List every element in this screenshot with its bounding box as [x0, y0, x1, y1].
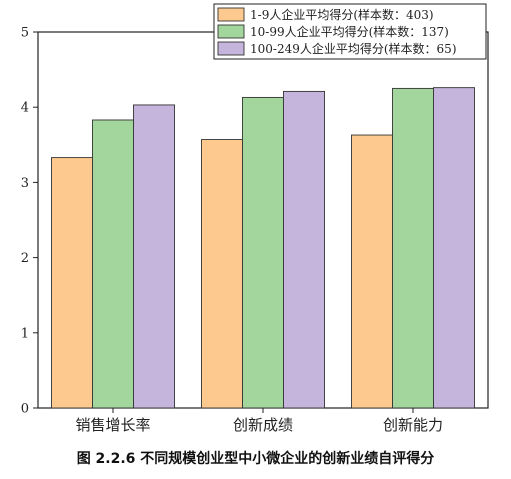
ticks: 0 1 2 3 4 5 销售增长率 创新成绩 创新能力 — [21, 26, 443, 435]
y-tick-label: 3 — [21, 176, 29, 191]
bar — [51, 157, 93, 409]
bar — [392, 87, 434, 409]
y-tick-label: 2 — [21, 251, 29, 266]
legend: 1-9人企业平均得分(样本数：403) 10-99人企业平均得分(样本数：137)… — [213, 3, 487, 60]
bar — [433, 87, 475, 409]
x-tick-label: 销售增长率 — [75, 416, 150, 434]
y-tick-label: 0 — [21, 402, 29, 417]
bar — [242, 96, 284, 409]
y-tick-label: 1 — [21, 326, 29, 341]
legend-label: 100-249人企业平均得分(样本数：65) — [250, 41, 457, 56]
x-tick-label: 创新成绩 — [233, 416, 293, 434]
y-tick-label: 5 — [21, 26, 29, 41]
bar — [351, 134, 393, 409]
legend-swatch — [217, 41, 245, 56]
legend-swatch — [217, 24, 245, 39]
legend-label: 1-9人企业平均得分(样本数：403) — [250, 7, 434, 22]
bar — [133, 104, 175, 409]
bar — [92, 119, 134, 409]
bar — [201, 139, 243, 409]
bars — [51, 87, 475, 409]
figure-caption: 图 2.2.6 不同规模创业型中小微企业的创新业绩自评得分 — [76, 451, 435, 467]
legend-label: 10-99人企业平均得分(样本数：137) — [250, 24, 449, 39]
legend-swatch — [217, 7, 245, 22]
x-tick-label: 创新能力 — [383, 416, 443, 434]
bar — [283, 90, 325, 409]
y-tick-label: 4 — [21, 101, 29, 116]
legend-box — [213, 3, 487, 60]
